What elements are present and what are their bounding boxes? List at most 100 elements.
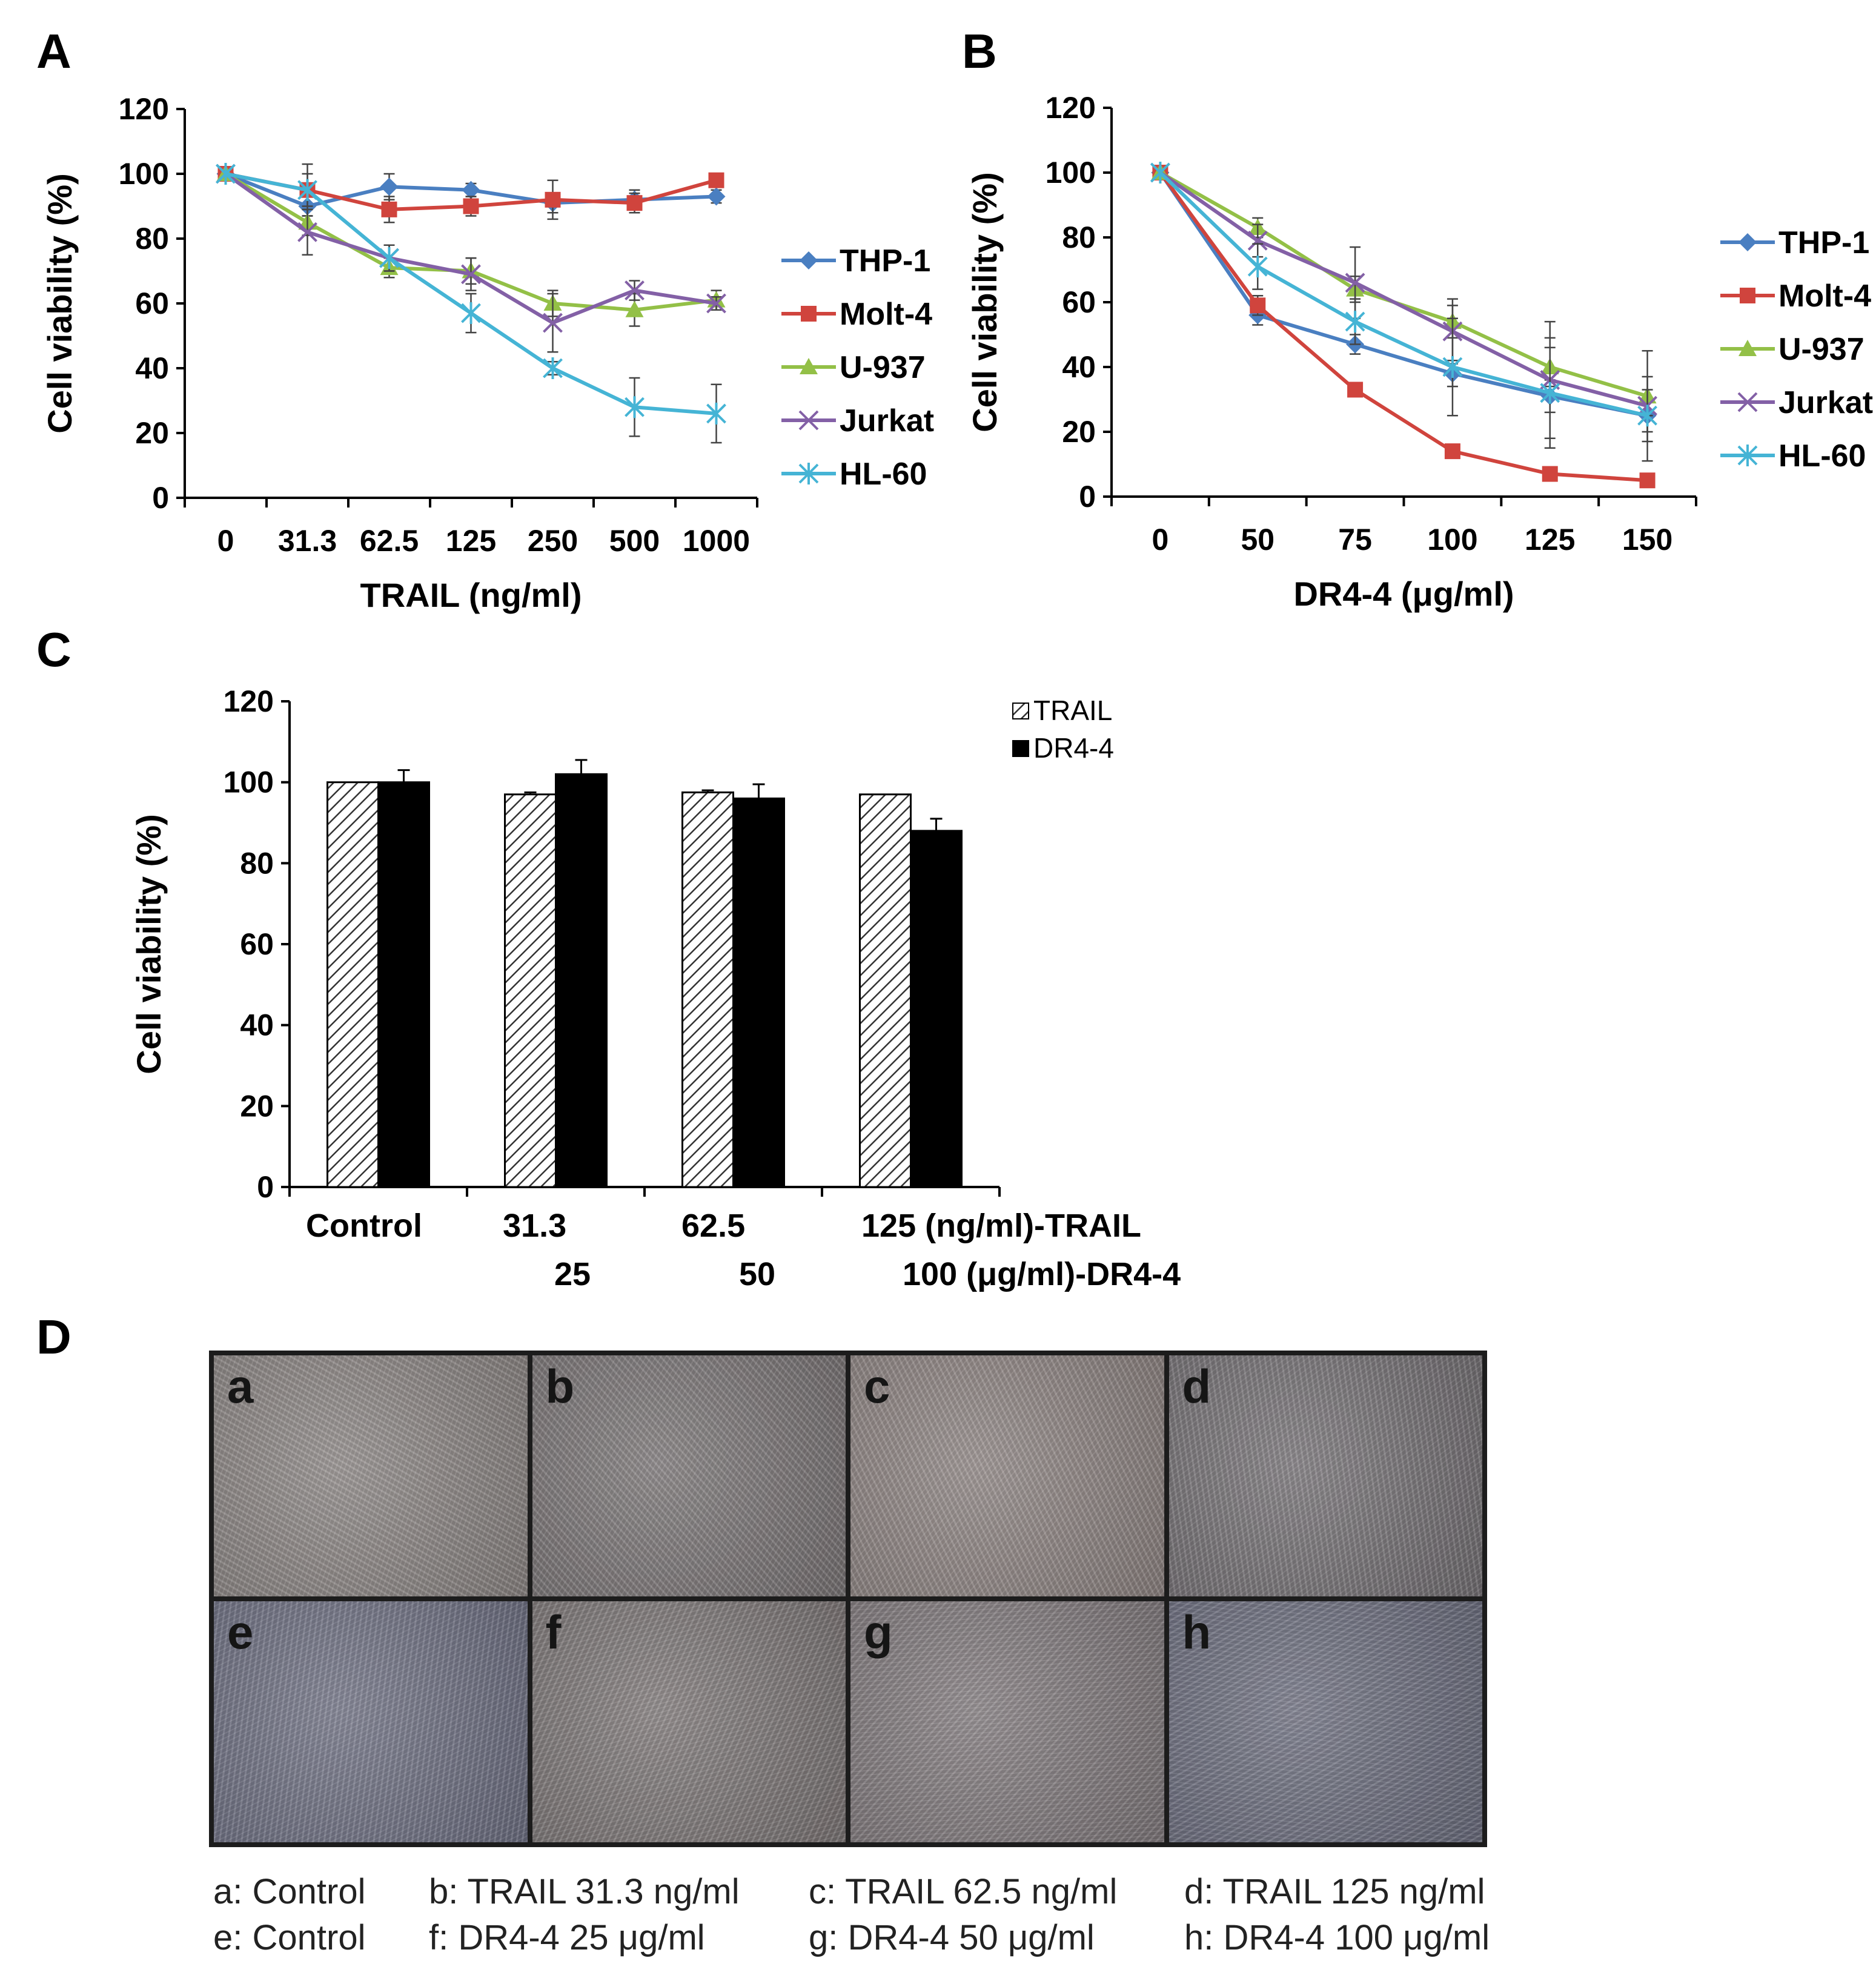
point-hl-60 xyxy=(543,357,563,379)
error-bar-dr4-4 xyxy=(930,818,943,831)
legend-swatch-trail xyxy=(1012,703,1029,719)
micrograph-c: c xyxy=(850,1355,1164,1596)
legend-label-hl-60: HL-60 xyxy=(1778,438,1866,474)
chart-b-legend: THP-1 Molt-4 U-937 Jurkat HL-60 xyxy=(1778,225,1873,474)
chart-b-y-axis-title: Cell viability (%) xyxy=(966,172,1004,432)
legend-marker-u-937 xyxy=(800,358,818,374)
panel-letter-b: B xyxy=(962,24,997,78)
legend-marker-thp-1 xyxy=(800,251,818,269)
series-line-thp-1 xyxy=(1158,171,1648,418)
ytick-label: 120 xyxy=(224,684,274,718)
ytick-label: 0 xyxy=(257,1170,274,1204)
point-hl-60 xyxy=(297,179,317,201)
point-hl-60 xyxy=(1442,356,1463,378)
micrograph-a: a xyxy=(214,1355,528,1596)
micrograph-letter: d xyxy=(1182,1360,1211,1413)
bar-trail xyxy=(326,781,379,1188)
chart-c-ytick-labels: 0 20 40 60 80 100 120 xyxy=(224,684,274,1204)
chart-c-legend: TRAIL DR4-4 xyxy=(1033,695,1114,764)
legend-label-thp-1: THP-1 xyxy=(1778,225,1869,260)
point-jurkat xyxy=(543,312,563,333)
error-bar-dr4-4 xyxy=(575,759,588,775)
chart-b-xtick-labels: 0 50 75 100 125 150 xyxy=(1152,523,1673,557)
xtick-label: 0 xyxy=(217,524,234,558)
xtick-label: 62.5 xyxy=(681,1208,745,1244)
xtick-label: Control xyxy=(306,1208,422,1244)
ytick-label: 120 xyxy=(119,92,169,126)
xtick-label: 125 xyxy=(446,524,496,558)
micrograph-e: e xyxy=(214,1601,528,1842)
chart-c-y-axis-title: Cell viability (%) xyxy=(130,814,168,1074)
point-hl-60 xyxy=(461,302,481,325)
ytick-label: 100 xyxy=(119,157,169,191)
ytick-label: 40 xyxy=(240,1008,274,1042)
point-hl-60 xyxy=(1150,162,1170,184)
micrograph-h: h xyxy=(1168,1601,1482,1842)
point-molt-4 xyxy=(708,172,724,188)
ytick-label: 20 xyxy=(135,416,169,450)
xtick-label: 31.3 xyxy=(503,1208,566,1244)
ytick-label: 20 xyxy=(1062,415,1096,449)
point-molt-4 xyxy=(1639,472,1656,489)
point-hl-60 xyxy=(625,396,645,418)
ytick-label: 100 xyxy=(224,765,274,799)
chart-b: 0 20 40 60 80 100 120 0 50 75 100 125 15… xyxy=(966,91,1873,613)
xtick-label: 125 (ng/ml)-TRAIL xyxy=(861,1208,1141,1244)
ytick-label: 80 xyxy=(135,222,169,256)
panel-letter-c: C xyxy=(36,623,71,676)
ytick-label: 0 xyxy=(1079,480,1096,514)
point-jurkat xyxy=(1247,230,1268,251)
point-jurkat xyxy=(625,280,645,301)
chart-a: 0 20 40 60 80 100 120 0 31.3 62.5 125 25… xyxy=(41,92,934,614)
series-line-u-937 xyxy=(1159,171,1648,398)
point-molt-4 xyxy=(1542,466,1558,482)
micrograph-b: b xyxy=(532,1355,846,1596)
micrograph-letter: a xyxy=(227,1360,254,1413)
bar-trail xyxy=(504,793,557,1188)
ytick-label: 20 xyxy=(240,1089,274,1123)
micrograph-f: f xyxy=(532,1601,846,1842)
legend-swatch-dr4-4 xyxy=(1012,740,1029,757)
point-jurkat xyxy=(1345,273,1365,293)
caption-h: h: DR4-4 100 μg/ml xyxy=(1184,1918,1490,1957)
caption-c: c: TRAIL 62.5 ng/ml xyxy=(809,1872,1118,1911)
bar-dr4-4 xyxy=(377,781,430,1188)
bar-dr4-4 xyxy=(732,797,785,1188)
legend-label-thp-1: THP-1 xyxy=(840,243,930,279)
bar-dr4-4 xyxy=(555,773,608,1188)
xtick-label: 150 xyxy=(1622,523,1672,557)
chart-a-legend: THP-1 Molt-4 U-937 Jurkat HL-60 xyxy=(840,243,934,492)
ytick-label: 100 xyxy=(1046,156,1096,190)
caption-e: e: Control xyxy=(213,1918,366,1957)
point-molt-4 xyxy=(463,198,479,214)
error-bar-trail xyxy=(701,789,714,793)
caption-g: g: DR4-4 50 μg/ml xyxy=(809,1918,1095,1957)
legend-label-dr4-4: DR4-4 xyxy=(1033,732,1114,764)
ytick-label: 60 xyxy=(240,927,274,961)
panel-letter-d: D xyxy=(36,1310,71,1364)
point-thp-1 xyxy=(462,180,480,199)
panel-letter-a: A xyxy=(36,24,71,78)
point-hl-60 xyxy=(706,402,726,425)
point-hl-60 xyxy=(1345,311,1365,333)
chart-a-y-axis-title: Cell viability (%) xyxy=(41,173,79,433)
error-bar-trail xyxy=(524,791,537,795)
chart-a-ytick-labels: 0 20 40 60 80 100 120 xyxy=(119,92,169,515)
xtick-label: 75 xyxy=(1338,523,1372,557)
point-jurkat xyxy=(461,264,481,285)
xtick-label: 50 xyxy=(1241,523,1274,557)
error-bar-dr4-4 xyxy=(397,769,410,782)
legend-marker-molt-4 xyxy=(801,306,817,322)
micrograph-g: g xyxy=(850,1601,1164,1842)
xtick-label: 500 xyxy=(609,524,660,558)
xtick-label-line2: 25 xyxy=(554,1256,591,1292)
caption-a: a: Control xyxy=(213,1872,366,1911)
caption-b: b: TRAIL 31.3 ng/ml xyxy=(429,1872,740,1911)
xtick-label: 100 xyxy=(1427,523,1477,557)
caption-f: f: DR4-4 25 μg/ml xyxy=(429,1918,705,1957)
point-u-937 xyxy=(625,300,644,317)
ytick-label: 60 xyxy=(135,286,169,320)
xtick-label: 1000 xyxy=(683,524,750,558)
point-molt-4 xyxy=(626,195,643,211)
